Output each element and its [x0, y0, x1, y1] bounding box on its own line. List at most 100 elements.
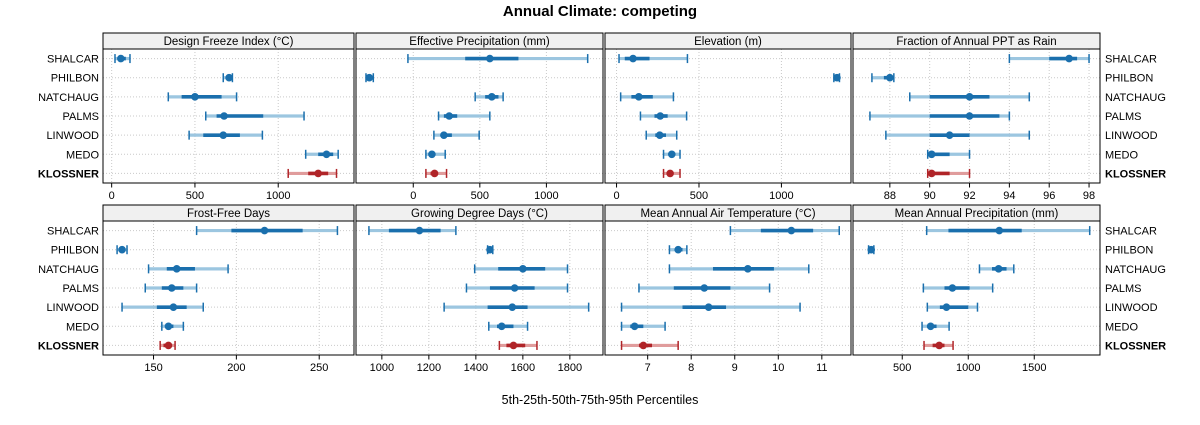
median-dot	[172, 265, 181, 273]
median-dot	[167, 284, 176, 292]
median-dot	[629, 54, 637, 63]
series-linwood	[926, 302, 979, 312]
series-palms	[639, 111, 688, 121]
series-linwood	[620, 302, 801, 312]
station-label-right-shalcar: SHALCAR	[1105, 226, 1157, 238]
station-label-left-shalcar: SHALCAR	[47, 54, 99, 66]
series-natchaug	[619, 92, 675, 102]
median-dot	[260, 226, 269, 235]
series-philbon	[867, 245, 876, 255]
median-dot	[486, 245, 494, 254]
series-natchaug	[147, 264, 229, 274]
station-label-left-philbon: PHILBON	[51, 245, 99, 257]
station-label-left-palms: PALMS	[63, 111, 99, 123]
median-dot	[322, 150, 331, 159]
axis-tick-label: 1000	[370, 362, 394, 374]
series-philbon	[871, 73, 895, 83]
station-label-left-klossner: KLOSSNER	[38, 340, 99, 352]
series-linwood	[188, 130, 264, 140]
series-natchaug	[978, 264, 1015, 274]
series-medo	[926, 149, 971, 159]
axis-tick-label: 1600	[511, 362, 535, 374]
median-dot	[927, 150, 936, 159]
axis-tick-label: 0	[109, 190, 115, 202]
axis-tick-label: 1800	[558, 362, 582, 374]
series-shalcar	[729, 226, 840, 236]
station-label-right-klossner: KLOSSNER	[1105, 168, 1166, 180]
station-label-left-medo: MEDO	[66, 149, 99, 161]
median-dot	[486, 54, 494, 63]
station-label-right-linwood: LINWOOD	[1105, 302, 1158, 314]
series-klossner	[159, 340, 176, 350]
median-dot	[169, 303, 178, 311]
station-label-right-medo: MEDO	[1105, 321, 1138, 333]
median-dot	[948, 284, 957, 292]
station-label-left-natchaug: NATCHAUG	[38, 92, 99, 104]
series-medo	[662, 149, 681, 159]
axis-tick-label: 1000	[266, 190, 290, 202]
panel-header-title: Elevation (m)	[694, 36, 762, 48]
series-philbon	[668, 245, 688, 255]
median-dot	[935, 341, 944, 350]
station-label-left-linwood: LINWOOD	[46, 302, 99, 314]
axis-tick-label: 1000	[534, 190, 558, 202]
panel-header	[355, 32, 604, 50]
median-dot	[666, 169, 674, 178]
panel-header-title: Frost-Free Days	[187, 208, 270, 220]
median-dot	[365, 73, 374, 82]
station-label-right-palms: PALMS	[1105, 111, 1141, 123]
station-label-right-linwood: LINWOOD	[1105, 130, 1158, 142]
series-philbon	[222, 73, 234, 83]
series-klossner	[425, 168, 448, 178]
median-dot	[700, 284, 709, 292]
series-klossner	[923, 340, 954, 350]
median-dot	[965, 112, 974, 120]
median-dot	[225, 73, 233, 82]
median-dot	[509, 341, 518, 350]
station-label-left-klossner: KLOSSNER	[38, 168, 99, 180]
median-dot	[445, 112, 454, 120]
median-dot	[1065, 54, 1073, 63]
panel-header-title: Effective Precipitation (mm)	[409, 36, 550, 48]
series-natchaug	[167, 92, 238, 102]
series-palms	[437, 111, 491, 121]
panel-effective-precipitation-mm: Effective Precipitation (mm) 0 500 1000	[355, 32, 604, 202]
chart-title: Annual Climate: competing	[502, 3, 698, 20]
median-dot	[886, 73, 894, 82]
panel-frost-free-days: Frost-Free Days 150 200 250	[102, 204, 355, 374]
axis-tick-label: 1000	[956, 362, 980, 374]
station-label-right-philbon: PHILBON	[1105, 245, 1153, 257]
panel-design-freeze-index-c: Design Freeze Index (°C) 0 500 1000	[102, 32, 355, 202]
series-klossner	[287, 168, 338, 178]
panel-mean-annual-precipitation-mm: Mean Annual Precipitation (mm) 500 1000 150…	[852, 204, 1101, 374]
axis-tick-label: 8	[688, 362, 694, 374]
series-shalcar	[1008, 54, 1090, 64]
median-dot	[191, 93, 199, 101]
median-dot	[118, 245, 126, 254]
axis-tick-label: 94	[1003, 190, 1015, 202]
series-medo	[425, 149, 446, 159]
series-medo	[921, 321, 950, 331]
axis-tick-label: 92	[963, 190, 975, 202]
station-label-left-linwood: LINWOOD	[46, 130, 99, 142]
median-dot	[965, 93, 974, 101]
series-natchaug	[668, 264, 810, 274]
median-dot	[994, 265, 1003, 273]
series-shalcar	[368, 226, 457, 236]
median-dot	[787, 226, 796, 235]
median-dot	[667, 150, 676, 159]
series-linwood	[885, 130, 1031, 140]
axis-tick-label: 500	[186, 190, 204, 202]
axis-tick-label: 7	[645, 362, 651, 374]
series-shalcar	[195, 226, 339, 236]
x-axis-label: 5th-25th-50th-75th-95th Percentiles	[501, 393, 699, 407]
series-palms	[205, 111, 305, 121]
panel-header-title: Mean Annual Air Temperature (°C)	[640, 208, 815, 220]
series-linwood	[645, 130, 678, 140]
station-label-right-palms: PALMS	[1105, 283, 1141, 295]
panel-mean-annual-air-temperature-c: Mean Annual Air Temperature (°C) 7 8 9 10 11	[604, 204, 852, 374]
axis-tick-label: 90	[924, 190, 936, 202]
median-dot	[430, 169, 439, 178]
